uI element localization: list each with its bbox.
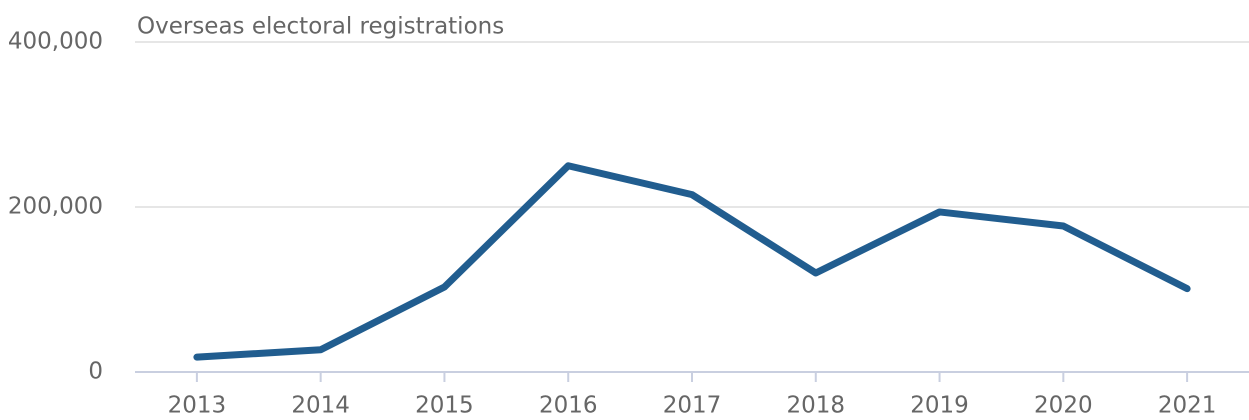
chart-title: Overseas electoral registrations bbox=[137, 14, 504, 40]
y-tick-label: 0 bbox=[88, 359, 103, 385]
y-tick-label: 400,000 bbox=[8, 29, 103, 55]
x-tick-label: 2020 bbox=[1034, 393, 1093, 419]
x-tick-label: 2014 bbox=[291, 393, 350, 419]
data-line bbox=[193, 162, 1191, 361]
x-tick-label: 2021 bbox=[1158, 393, 1217, 419]
x-tick-label: 2019 bbox=[910, 393, 969, 419]
x-tick-label: 2018 bbox=[787, 393, 846, 419]
x-tick-label: 2017 bbox=[663, 393, 722, 419]
y-tick-label: 200,000 bbox=[8, 194, 103, 220]
x-tick-label: 2013 bbox=[168, 393, 227, 419]
x-tick-label: 2015 bbox=[415, 393, 474, 419]
x-tick-label: 2016 bbox=[539, 393, 598, 419]
